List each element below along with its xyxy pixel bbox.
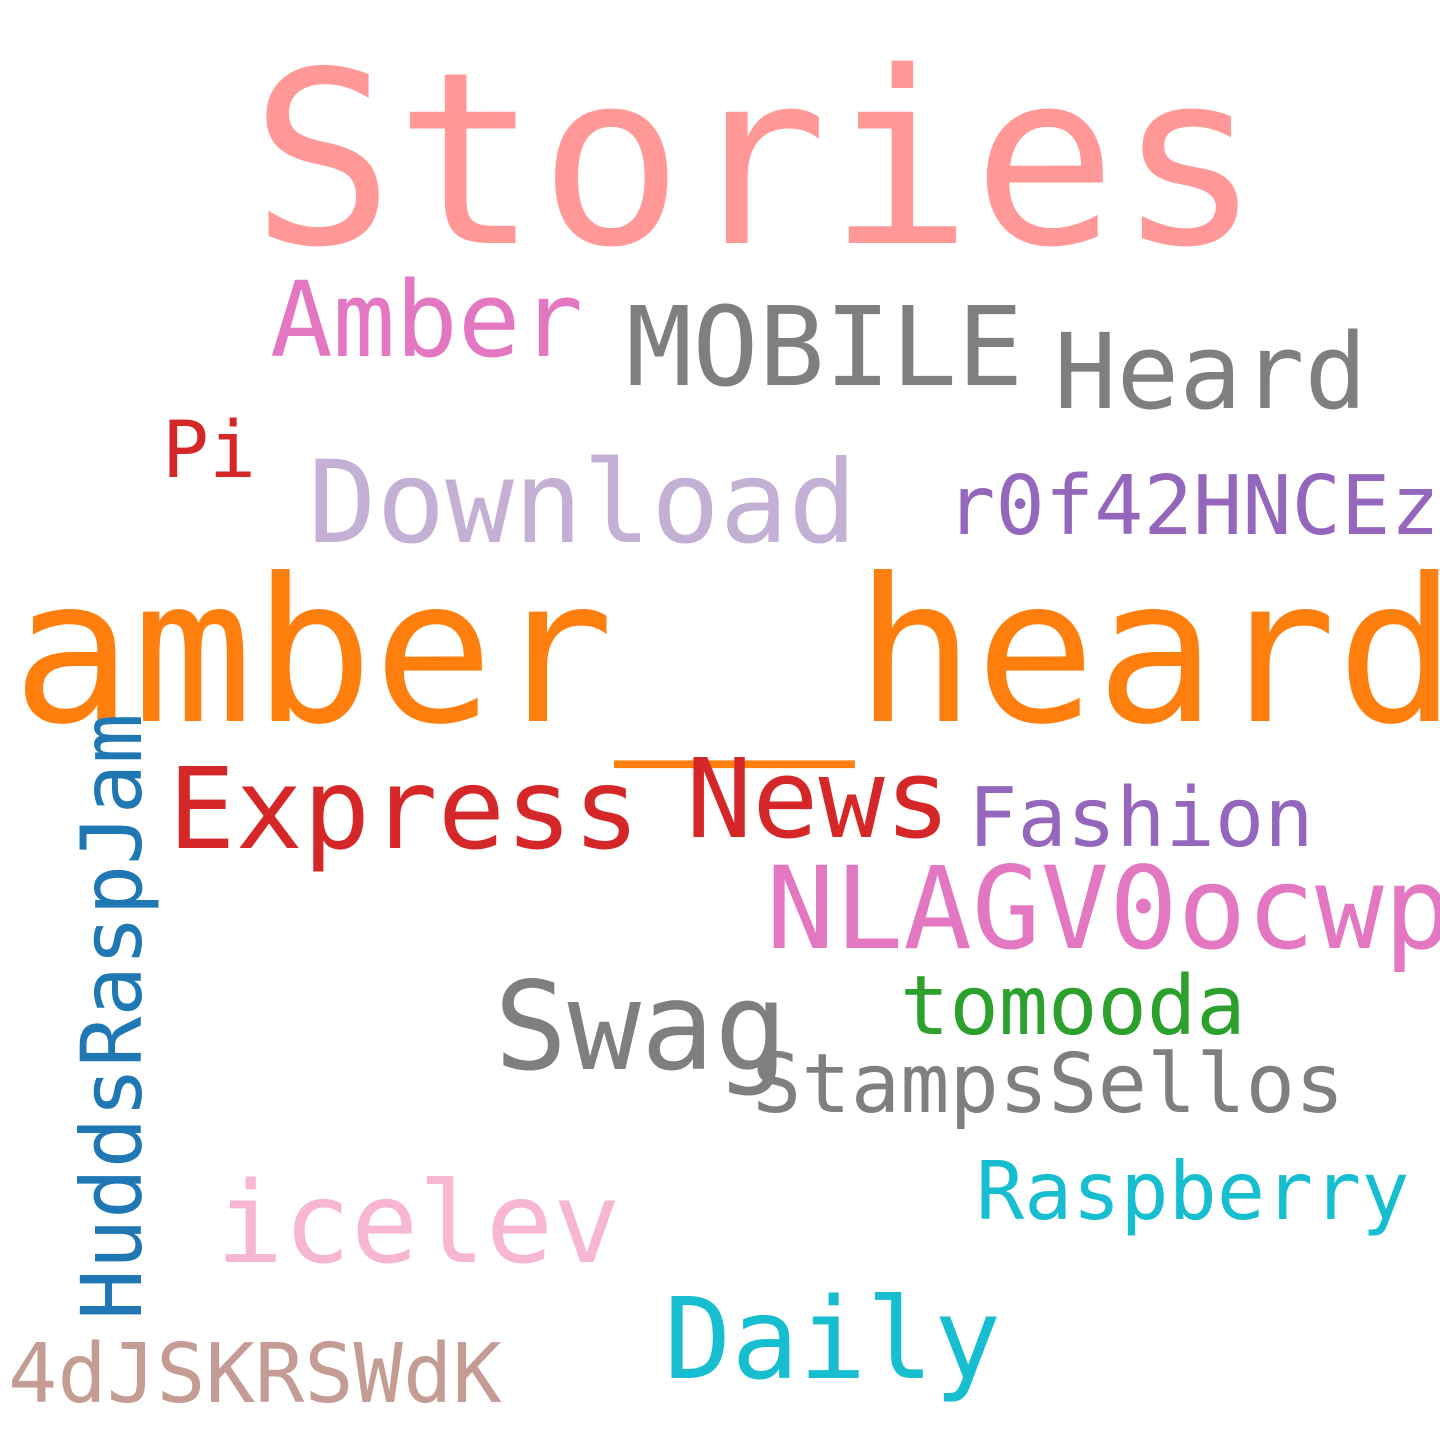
- word-4djskrswdk: 4dJSKRSWdK: [8, 1327, 502, 1422]
- word-r0f42hncez: r0f42HNCEz: [946, 459, 1440, 554]
- word-news: News: [686, 735, 951, 863]
- word-stories: Stories: [250, 20, 1262, 300]
- word-swag: Swag: [494, 956, 788, 1098]
- word-icelev: icelev: [216, 1159, 621, 1289]
- word-stampssellos: StampsSellos: [752, 1037, 1345, 1132]
- word-mobile: MOBILE: [626, 283, 1024, 411]
- word-nlagv0ocwp: NLAGV0ocwp: [766, 842, 1440, 975]
- word-pi: Pi: [162, 406, 256, 496]
- word-fashion: Fashion: [968, 771, 1314, 866]
- word-amber: Amber: [270, 259, 584, 381]
- word-daily: Daily: [664, 1275, 1002, 1405]
- word-download: Download: [308, 436, 858, 569]
- word-raspberry: Raspberry: [976, 1145, 1410, 1238]
- word-amber-heard: amber__heard_: [12, 536, 1440, 769]
- word-express: Express: [168, 745, 641, 875]
- word-tomooda: tomooda: [900, 959, 1246, 1054]
- word-heard: Heard: [1054, 311, 1368, 433]
- word-huddsraspjam: HuddsRaspJam: [63, 713, 161, 1320]
